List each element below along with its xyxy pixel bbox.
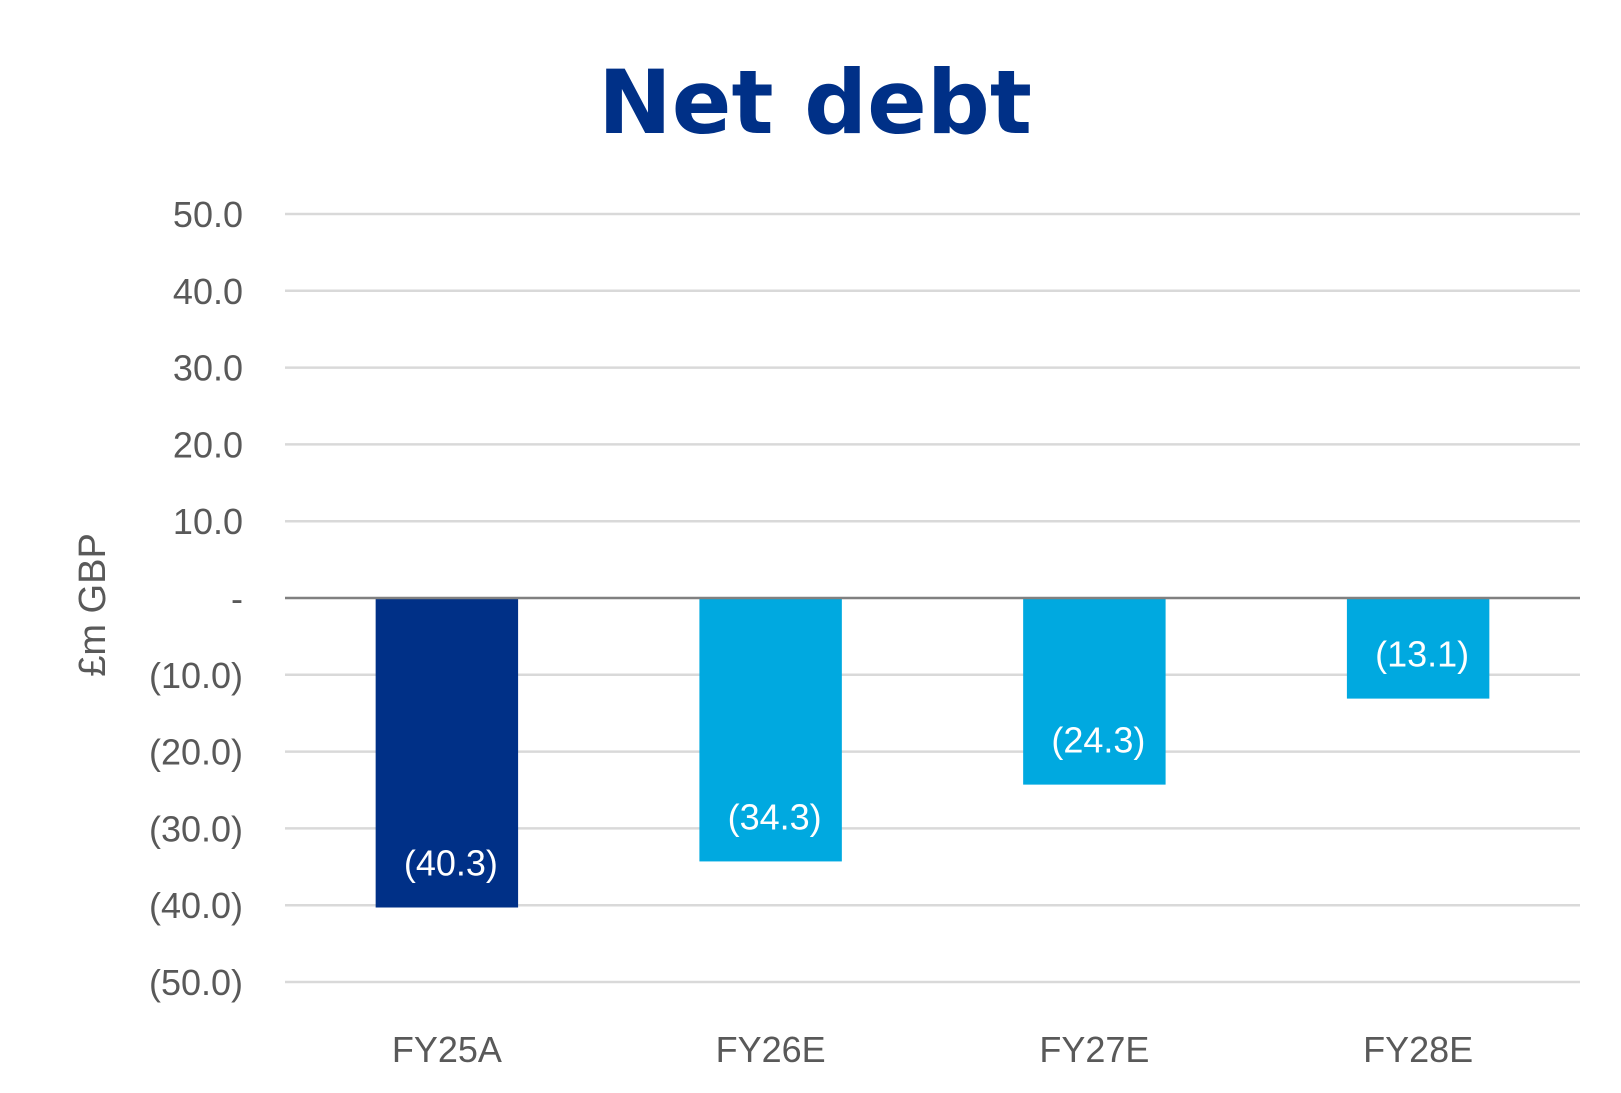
- y-tick-label: -: [231, 578, 243, 619]
- x-category-fy25a: FY25A: [392, 1029, 502, 1070]
- y-tick-label: (50.0): [149, 962, 243, 1003]
- chart-title: Net debt: [598, 51, 1032, 154]
- bar-fy25a: [375, 598, 519, 908]
- x-category-fy28e: FY28E: [1363, 1029, 1473, 1070]
- bar-fy27e: [1023, 598, 1166, 785]
- y-axis-ticks: 50.0 40.0 30.0 20.0 10.0 - (10.0) (20.0) (30.0) (…: [149, 194, 243, 1003]
- bar-fy28e: [1346, 598, 1490, 699]
- y-tick-label: 30.0: [173, 348, 243, 389]
- bars: [375, 598, 1490, 908]
- x-axis-categories: FY25A FY26E FY27E FY28E: [392, 1029, 1473, 1070]
- data-label-fy28e: (13.1): [1375, 634, 1469, 675]
- data-label-fy26e: (34.3): [728, 796, 822, 837]
- y-tick-label: 50.0: [173, 194, 243, 235]
- data-labels: (40.3) (34.3) (24.3) (13.1): [404, 634, 1469, 884]
- y-tick-label: 20.0: [173, 424, 243, 465]
- x-category-fy26e: FY26E: [716, 1029, 826, 1070]
- y-tick-label: 10.0: [173, 501, 243, 542]
- y-tick-label: (40.0): [149, 885, 243, 926]
- y-tick-label: (30.0): [149, 808, 243, 849]
- x-category-fy27e: FY27E: [1039, 1029, 1149, 1070]
- y-tick-label: (10.0): [149, 655, 243, 696]
- y-tick-label: 40.0: [173, 271, 243, 312]
- y-tick-label: (20.0): [149, 732, 243, 773]
- bar-fy26e: [699, 598, 842, 862]
- data-label-fy27e: (24.3): [1051, 720, 1145, 761]
- data-label-fy25a: (40.3): [404, 843, 498, 884]
- y-axis-label: £m GBP: [72, 533, 114, 677]
